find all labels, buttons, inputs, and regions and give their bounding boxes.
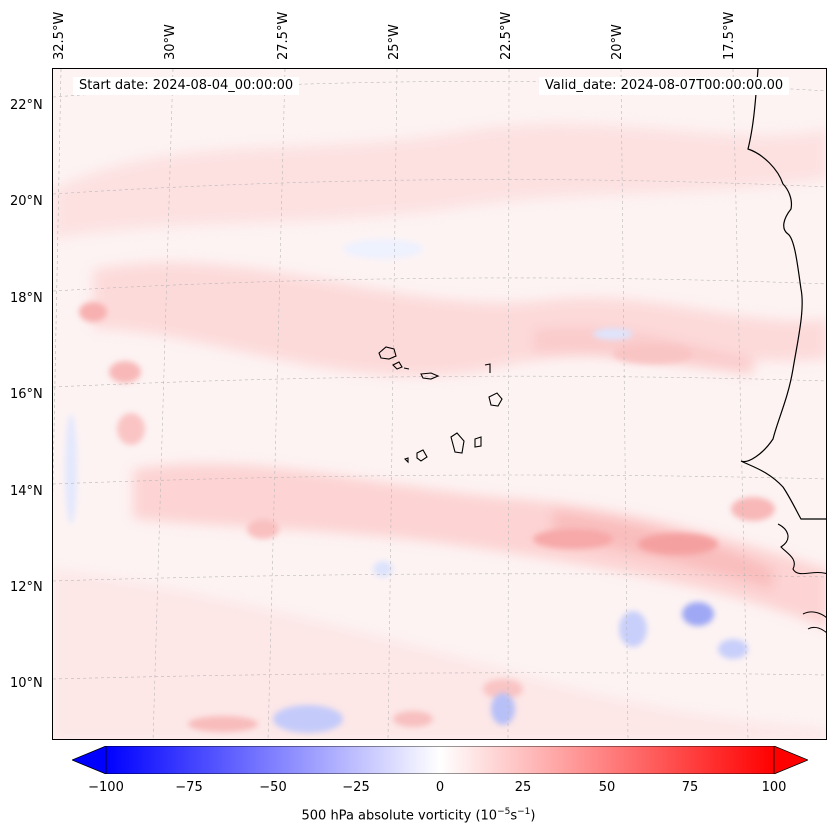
lon-label-25w: 25°W xyxy=(387,24,402,60)
lat-label-18n: 18°N xyxy=(10,291,43,306)
lon-label-30w: 30°W xyxy=(163,24,178,60)
colorbar-title: 500 hPa absolute vorticity (10−5s−1) xyxy=(301,807,536,824)
lon-label-32-5w: 32.5°W xyxy=(52,11,67,60)
start-date-label: Start date: 2024-08-04_00:00:00 xyxy=(73,77,300,95)
colorbar-tick-minus25: −25 xyxy=(342,780,370,795)
coastline xyxy=(740,69,826,520)
colorbar-tick-75: 75 xyxy=(681,780,699,795)
lon-label-20w: 20°W xyxy=(610,24,625,60)
colorbar xyxy=(72,746,808,774)
colorbar-tick-0: 0 xyxy=(435,780,445,795)
valid-date-label: Valid_date: 2024-08-07T00:00:00.00 xyxy=(539,77,790,95)
lat-label-10n: 10°N xyxy=(10,676,43,691)
lat-label-22n: 22°N xyxy=(10,98,43,113)
colorbar-tick-minus75: −75 xyxy=(175,780,203,795)
colorbar-gradient xyxy=(105,746,775,774)
colorbar-tick-minus100: −100 xyxy=(88,780,124,795)
vorticity-field xyxy=(53,69,826,739)
lon-label-22-5w: 22.5°W xyxy=(499,11,514,60)
cape-verde-islands xyxy=(378,346,503,464)
colorbar-tick-100: 100 xyxy=(761,780,787,795)
lon-label-17-5w: 17.5°W xyxy=(722,11,737,60)
lat-label-14n: 14°N xyxy=(10,484,43,499)
lon-label-27-5w: 27.5°W xyxy=(276,11,291,60)
vorticity-map xyxy=(52,68,827,740)
colorbar-min-arrow xyxy=(72,746,107,774)
colorbar-tick-minus50: −50 xyxy=(259,780,287,795)
colorbar-tick-50: 50 xyxy=(598,780,616,795)
lat-label-16n: 16°N xyxy=(10,387,43,402)
colorbar-tick-25: 25 xyxy=(514,780,532,795)
lat-label-12n: 12°N xyxy=(10,580,43,595)
colorbar-max-arrow xyxy=(773,746,808,774)
lat-label-20n: 20°N xyxy=(10,194,43,209)
